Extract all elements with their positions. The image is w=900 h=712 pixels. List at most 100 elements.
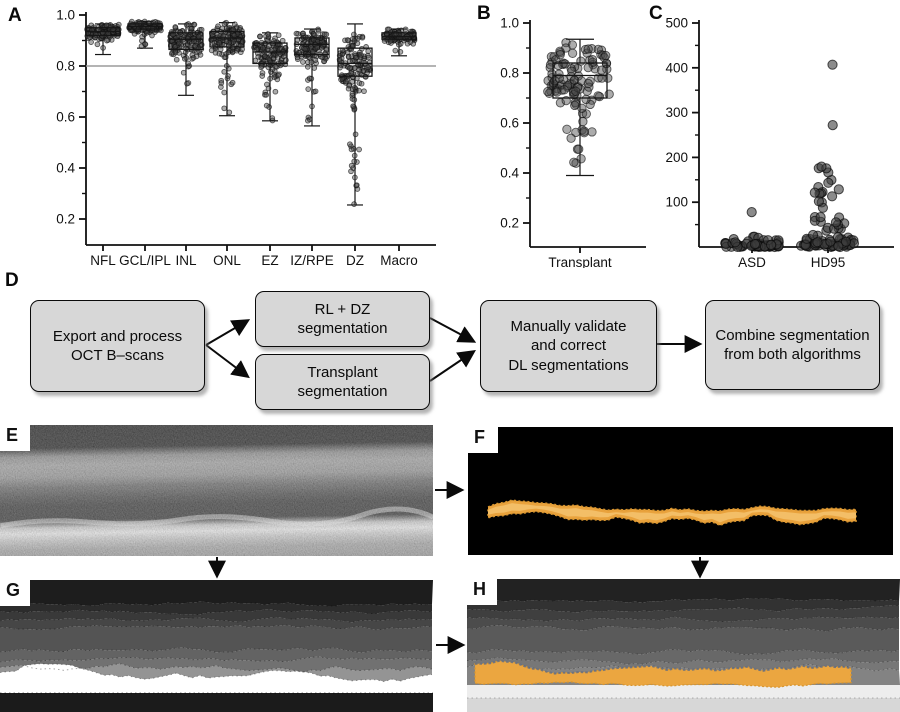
data-point xyxy=(809,187,820,198)
data-point xyxy=(221,105,228,112)
data-point xyxy=(269,66,276,73)
data-point xyxy=(314,44,321,51)
data-point xyxy=(349,86,356,93)
data-point xyxy=(574,144,584,154)
flow-box-export: Export and process OCT B–scans xyxy=(30,300,205,392)
data-point xyxy=(280,53,287,60)
data-point xyxy=(275,32,282,39)
data-point xyxy=(402,26,409,33)
y-tick-label: 1.0 xyxy=(500,16,519,31)
segmentation-layer xyxy=(0,624,432,653)
data-point xyxy=(312,88,319,95)
data-point xyxy=(410,40,417,47)
data-point xyxy=(275,72,281,79)
data-point xyxy=(351,158,358,165)
y-tick-label: 0.4 xyxy=(56,161,75,176)
segmentation-layer xyxy=(0,617,432,630)
data-point xyxy=(305,86,312,92)
data-point xyxy=(807,229,819,241)
data-point xyxy=(300,59,306,65)
data-point xyxy=(221,54,228,60)
data-point xyxy=(269,115,276,121)
data-point xyxy=(308,59,315,66)
data-point xyxy=(348,168,354,175)
category-label: INL xyxy=(175,253,197,268)
data-point xyxy=(302,46,308,52)
data-point xyxy=(587,54,598,65)
data-point xyxy=(351,31,357,38)
segmentation-layer xyxy=(0,601,432,615)
data-point xyxy=(351,152,358,159)
box xyxy=(294,37,330,56)
data-point xyxy=(315,27,322,34)
y-tick-label: 1.0 xyxy=(56,8,75,23)
data-point xyxy=(827,59,838,70)
panel-label-h: H xyxy=(467,579,497,605)
data-point xyxy=(115,21,122,28)
panel-label-d: D xyxy=(5,270,19,291)
data-point xyxy=(561,43,571,53)
data-point xyxy=(397,49,404,55)
panel-a-dice-boxplot-chart: 1.0 0.8 0.6 0.4 0.2 NFL GCL/IPL INL ONL EZ IZ/RPE D… xyxy=(56,8,436,268)
category-label: GCL/IPL xyxy=(119,253,171,268)
data-point xyxy=(350,103,356,110)
segmentation-layer xyxy=(467,625,899,655)
data-point xyxy=(218,80,225,86)
data-point xyxy=(223,38,230,45)
data-point xyxy=(559,85,569,95)
flow-box-validate-text: Manually validate and correct DL segment… xyxy=(508,318,629,374)
data-point xyxy=(833,241,844,252)
data-point xyxy=(226,109,233,116)
data-point xyxy=(353,182,360,189)
panel-label-f: F xyxy=(468,427,498,453)
y-tick-label: 0.2 xyxy=(500,216,519,231)
data-point xyxy=(265,31,271,37)
segmentation-layer xyxy=(0,609,432,623)
data-point xyxy=(216,39,223,46)
panel-h-combined-segmentation-image xyxy=(467,579,900,712)
data-point xyxy=(264,81,270,88)
flow-arrow-export-to-transplant xyxy=(205,344,250,379)
segmentation-layer xyxy=(0,656,432,673)
data-point xyxy=(351,96,358,103)
data-point xyxy=(356,146,362,153)
data-point xyxy=(815,212,826,223)
data-point xyxy=(225,73,231,79)
data-point xyxy=(571,86,581,96)
data-point xyxy=(358,52,364,58)
data-point xyxy=(351,201,357,207)
data-point xyxy=(272,88,279,95)
data-point xyxy=(581,94,591,105)
data-point xyxy=(577,103,587,113)
data-point xyxy=(188,25,195,32)
data-point xyxy=(587,127,597,137)
data-point xyxy=(184,80,190,87)
data-point xyxy=(566,133,576,143)
data-point xyxy=(215,23,221,30)
panel-b-transplant-boxplot-chart: 1.0 0.8 0.6 0.4 0.2 Transplant xyxy=(500,16,646,268)
flow-box-transplant-text: Transplant segmentation xyxy=(297,363,388,400)
data-point xyxy=(306,75,313,82)
panel-c-asd-hd95-scatter-chart: 500 400 300 200 100 ASD HD95 xyxy=(665,16,894,268)
category-label: Transplant xyxy=(548,255,612,268)
data-point xyxy=(348,146,355,153)
segmentation-layer xyxy=(0,647,432,662)
flow-arrow-export-to-rldz xyxy=(205,319,251,346)
segmentation-layer xyxy=(467,605,899,622)
layer-edge xyxy=(467,657,900,665)
flow-box-export-text: Export and process OCT B–scans xyxy=(52,327,183,364)
data-point xyxy=(351,38,358,44)
data-point xyxy=(583,44,593,54)
segmentation-layer xyxy=(467,579,900,603)
speckle-noise xyxy=(0,425,433,556)
data-point xyxy=(812,237,823,248)
data-point xyxy=(255,53,262,60)
box xyxy=(337,47,373,77)
data-point xyxy=(180,69,187,76)
data-point xyxy=(225,65,232,72)
segmentation-layer xyxy=(467,649,899,665)
data-point xyxy=(346,82,352,89)
flow-box-combine: Combine segmentation from both algorithm… xyxy=(705,300,880,390)
mask-background xyxy=(468,427,893,555)
